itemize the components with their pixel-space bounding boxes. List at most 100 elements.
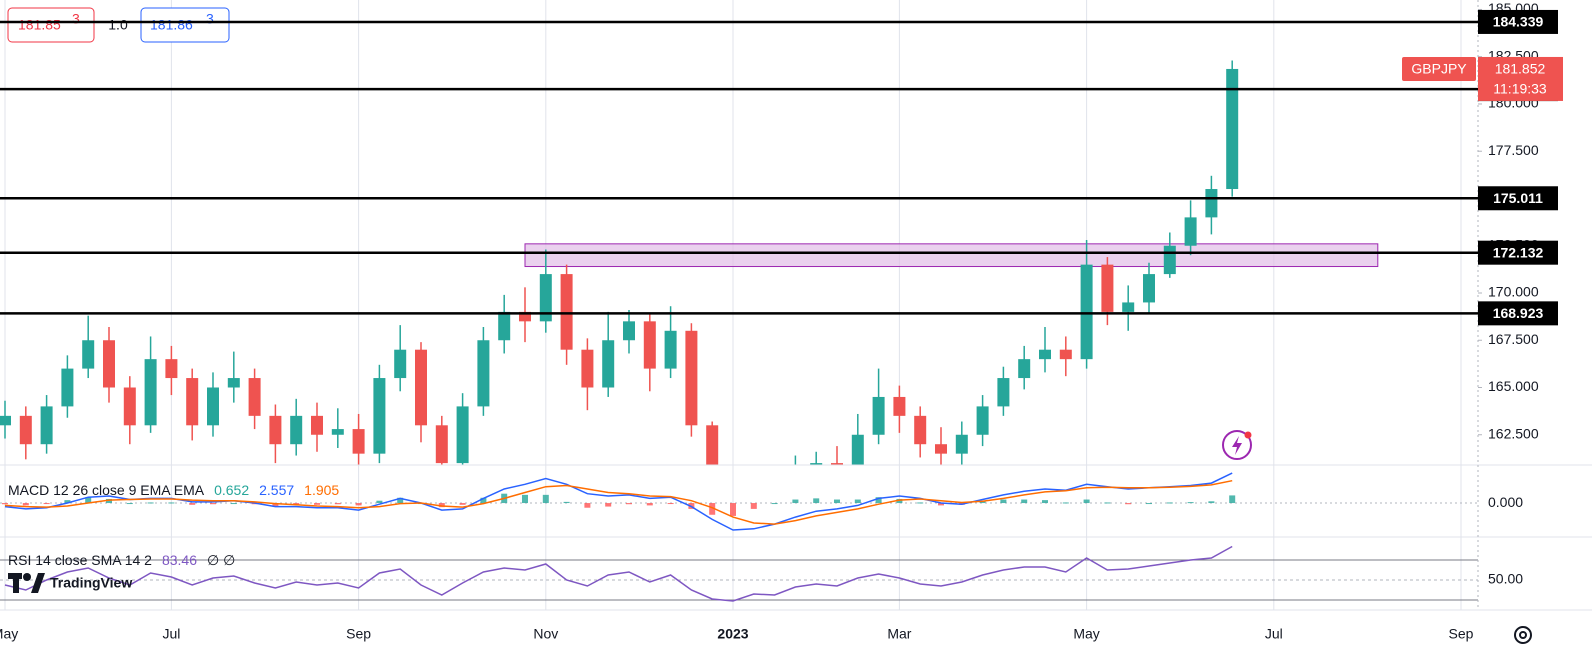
macd-histogram-bar <box>813 498 820 504</box>
x-tick-label: 2023 <box>717 626 748 642</box>
candle-body <box>394 349 407 379</box>
x-tick-label: May <box>1073 626 1099 642</box>
candle-body <box>955 434 968 454</box>
macd-histogram-bar <box>896 498 903 504</box>
macd-histogram-bar <box>189 503 196 505</box>
macd-histogram-bar <box>397 497 404 504</box>
zone-rect <box>524 243 1379 268</box>
x-tick-label: Jul <box>162 626 180 642</box>
macd-line <box>4 472 1233 531</box>
candle-body <box>872 396 885 435</box>
candle-body <box>435 425 448 464</box>
candle-body <box>1143 274 1155 303</box>
y-tick-label: 170.000 <box>1488 284 1539 300</box>
histogram-value: 0.652 <box>214 482 249 498</box>
x-tick-label: Sep <box>1449 626 1474 642</box>
rsi-value: 83.46 <box>162 552 197 568</box>
candle-body <box>602 340 615 388</box>
candle-body <box>290 415 303 445</box>
macd-histogram-bar <box>1166 502 1173 504</box>
candle-body <box>810 463 823 465</box>
macd-histogram-bar <box>64 500 71 504</box>
macd-histogram-bar <box>584 503 591 508</box>
macd-pane <box>0 472 1478 531</box>
brand-logo <box>8 573 45 593</box>
macd-histogram-bar <box>22 503 29 506</box>
candle-body <box>914 415 927 445</box>
macd-histogram-bar <box>438 503 445 508</box>
x-tick-label: May <box>0 626 18 642</box>
macd-histogram-bar <box>1229 495 1236 504</box>
candle-body <box>248 378 261 416</box>
candle-body <box>165 359 178 379</box>
y-tick-label: 162.500 <box>1488 425 1539 441</box>
level-label-box <box>1478 301 1558 326</box>
rsi-pane <box>0 545 1478 602</box>
candle-body <box>935 444 947 454</box>
candle-body <box>664 330 677 369</box>
macd-histogram-bar <box>563 501 570 504</box>
macd-histogram-bar <box>605 503 612 507</box>
signal-value: 1.905 <box>304 482 339 498</box>
level-label-box <box>1478 9 1558 34</box>
macd-histogram-bar <box>147 502 154 504</box>
candle-body <box>227 378 240 388</box>
settings-icon[interactable] <box>1514 626 1532 644</box>
candle-body <box>789 473 801 501</box>
x-tick-label: Mar <box>887 626 911 642</box>
macd-histogram-bar <box>355 503 362 506</box>
macd-histogram-bar <box>1083 499 1090 504</box>
candle-body <box>519 311 531 322</box>
candle-body <box>144 359 157 426</box>
candle-body <box>311 415 323 435</box>
macd-histogram-bar <box>168 502 175 504</box>
signal-line <box>4 479 1233 525</box>
candle-body <box>1080 264 1093 360</box>
candle-body <box>1122 302 1135 312</box>
axis-layer: May Jul Sep Nov 2023 Mar May Jul Sep 162.500 165.0… <box>0 0 1539 642</box>
macd-histogram-bar <box>771 503 778 505</box>
candle-body <box>123 387 136 426</box>
macd-histogram-bar <box>730 503 736 516</box>
macd-histogram-bar <box>376 500 383 504</box>
macd-histogram-bar <box>1021 499 1028 504</box>
bid-box[interactable] <box>7 7 95 43</box>
price-pane <box>0 60 1379 501</box>
candle-body <box>269 415 282 445</box>
ask-pip: 3 <box>206 11 214 27</box>
spread: 1.0 <box>108 17 128 33</box>
macd-histogram-bar <box>938 503 944 506</box>
x-tick-label: Sep <box>346 626 371 642</box>
candle-body <box>19 415 32 445</box>
macd-histogram-bar <box>834 499 840 504</box>
candle-body <box>685 330 698 426</box>
candle-body <box>0 415 11 426</box>
macd-histogram-bar <box>85 497 92 504</box>
candle-body <box>1184 217 1197 246</box>
ask-box[interactable] <box>140 7 230 43</box>
candle-body <box>207 387 219 426</box>
candle-body <box>976 406 989 435</box>
candle-body <box>831 463 843 465</box>
symbol-label: GBPJPY <box>1411 61 1467 77</box>
macd-histogram-bar <box>1000 499 1007 504</box>
candle-body <box>1039 349 1051 360</box>
rsi-label: RSI 14 close SMA 14 2 <box>8 552 152 568</box>
candle-body <box>1018 359 1031 379</box>
macd-histogram-bar <box>293 503 300 505</box>
macd-histogram-bar <box>1042 500 1048 504</box>
y-tick-label: 177.500 <box>1488 142 1539 158</box>
macd-histogram-bar <box>2 503 8 505</box>
macd-histogram-bar <box>750 503 757 509</box>
y-tick-label: 167.500 <box>1488 331 1539 347</box>
candle-body <box>456 406 469 464</box>
candle-body <box>706 425 719 465</box>
rsi-line <box>4 545 1233 602</box>
candle-body <box>643 321 656 369</box>
macd-histogram-bar <box>272 503 279 506</box>
x-tick-label: Nov <box>533 626 558 642</box>
x-tick-label: Jul <box>1265 626 1283 642</box>
ask-price: 181.86 <box>150 17 193 33</box>
lightning-icon[interactable] <box>1222 430 1252 460</box>
